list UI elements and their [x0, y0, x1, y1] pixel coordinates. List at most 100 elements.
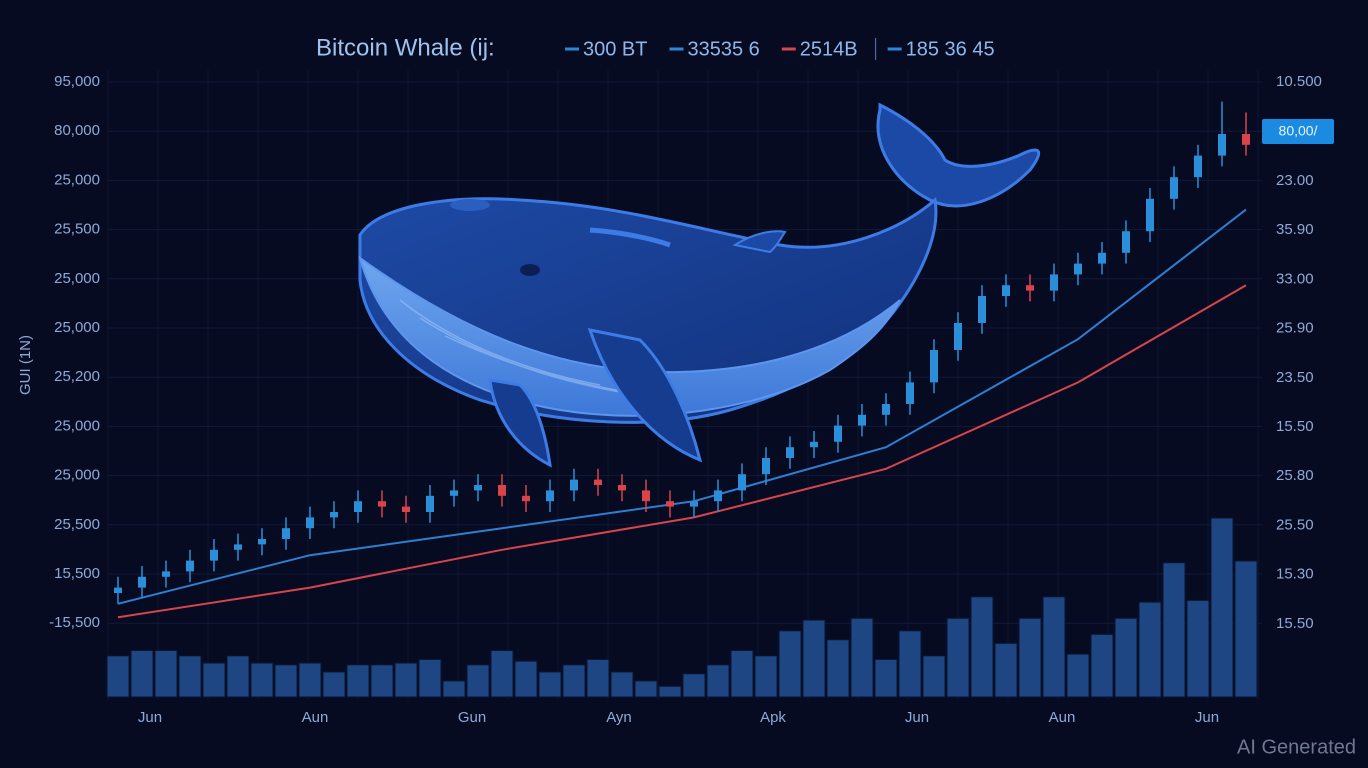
- candle-body: [906, 382, 914, 404]
- candles: [114, 101, 1250, 604]
- candle-body: [162, 571, 170, 577]
- right-axis-label: 25.80: [1276, 467, 1314, 484]
- candle-body: [714, 490, 722, 502]
- left-axis-label: 25,000: [54, 417, 100, 434]
- volume-bar: [874, 658, 898, 698]
- candle-body: [858, 414, 866, 426]
- candle-body: [762, 458, 770, 475]
- volume-bar: [178, 655, 202, 698]
- price-tag-box: [1262, 119, 1334, 144]
- y-axis-title: GUI (1N): [17, 335, 34, 395]
- candle-body: [1026, 285, 1034, 291]
- candle-body: [786, 447, 794, 458]
- left-axis-label: 15,500: [54, 565, 100, 582]
- volume-bar: [106, 655, 130, 698]
- candle-body: [1170, 177, 1178, 199]
- volume-bar: [658, 685, 682, 698]
- left-axis-label: 25,500: [54, 516, 100, 533]
- volume-bar: [706, 664, 730, 698]
- volume-bar: [1138, 601, 1162, 698]
- left-axis-label: 80,000: [54, 122, 100, 139]
- volume-bar: [298, 662, 322, 698]
- volume-bar: [274, 664, 298, 698]
- volume-bar: [1114, 617, 1138, 698]
- candle-body: [1098, 252, 1106, 264]
- candle-body: [1122, 231, 1130, 253]
- chart-title: Bitcoin Whale (ij:: [316, 34, 495, 61]
- volume-bar: [1066, 653, 1090, 698]
- left-axis-label: 95,000: [54, 73, 100, 90]
- candle-body: [1194, 155, 1202, 178]
- volume-bar: [826, 639, 850, 698]
- right-axis-label: 15.30: [1276, 566, 1314, 583]
- volume-bar: [562, 664, 586, 698]
- labels: 95,000 80,000 25,000 25,500 25,000 25,000 25,2…: [17, 73, 1334, 726]
- volume-bar: [682, 673, 706, 698]
- right-axis-label: 15.50: [1276, 615, 1314, 632]
- right-axis-label: 25.90: [1276, 320, 1314, 337]
- volume-bar: [994, 642, 1018, 698]
- candle-body: [570, 479, 578, 491]
- volume-bar: [346, 664, 370, 698]
- volume-bar: [538, 671, 562, 698]
- volume-bar: [1210, 517, 1234, 698]
- x-axis-label: Aun: [1049, 709, 1076, 726]
- x-axis-label: Aun: [302, 709, 329, 726]
- volume-bar: [1042, 596, 1066, 698]
- volume-bar: [1234, 560, 1258, 698]
- right-axis-label: 23.50: [1276, 369, 1314, 386]
- x-axis-label: Jun: [905, 709, 929, 726]
- candle-body: [330, 512, 338, 518]
- candle-body: [210, 549, 218, 561]
- volume-bar: [394, 662, 418, 698]
- left-axis-label: 25,000: [54, 467, 100, 484]
- candle-body: [1146, 198, 1154, 232]
- right-axis-label: 33.00: [1276, 270, 1314, 287]
- candle-body: [426, 495, 434, 512]
- right-axis-label: 35.90: [1276, 221, 1314, 238]
- whale: [358, 102, 1041, 468]
- volume-bar: [1162, 562, 1186, 698]
- left-axis-label: 25,000: [54, 270, 100, 287]
- candle-body: [1002, 285, 1010, 296]
- candle-body: [546, 490, 554, 502]
- legend: 300 BT 33535 6 2514B 185 36 45: [565, 38, 995, 60]
- right-axis-label: 15.50: [1276, 418, 1314, 435]
- x-axis-label: Jun: [138, 709, 162, 726]
- volume-bar: [154, 649, 178, 698]
- left-axis-label: 25,200: [54, 368, 100, 385]
- price-tag: 80,00/: [1279, 123, 1318, 139]
- x-axis-label: Jun: [1195, 709, 1219, 726]
- candle-body: [186, 560, 194, 572]
- candle-body: [402, 506, 410, 512]
- volume-bar: [610, 671, 634, 698]
- right-axis-label: 25.50: [1276, 516, 1314, 533]
- candle-body: [498, 485, 506, 496]
- volume-bar: [490, 649, 514, 698]
- volume-bar: [514, 660, 538, 698]
- volume-bar: [922, 655, 946, 698]
- candle-body: [114, 587, 122, 593]
- candle-body: [810, 441, 818, 448]
- legend-label: 2514B: [800, 38, 858, 60]
- watermark: AI Generated: [1237, 736, 1356, 758]
- candle-body: [930, 350, 938, 383]
- volume-bar: [466, 664, 490, 698]
- left-axis-label: 25,500: [54, 221, 100, 238]
- x-axis-label: Gun: [458, 709, 486, 726]
- volume-bar: [1090, 633, 1114, 698]
- candle-body: [690, 501, 698, 507]
- candle-body: [1218, 134, 1226, 156]
- candle-body: [1242, 134, 1250, 145]
- legend-label: 300 BT: [583, 38, 647, 60]
- volume-bar: [850, 617, 874, 698]
- x-axis-label: Ayn: [606, 709, 632, 726]
- candle-body: [1074, 263, 1082, 275]
- volume-bar: [778, 630, 802, 698]
- left-axis-label: -15,500: [49, 614, 100, 631]
- candle-body: [882, 404, 890, 415]
- candle-body: [738, 474, 746, 491]
- volume-bar: [442, 680, 466, 698]
- right-axis-label: 10.500: [1276, 73, 1322, 90]
